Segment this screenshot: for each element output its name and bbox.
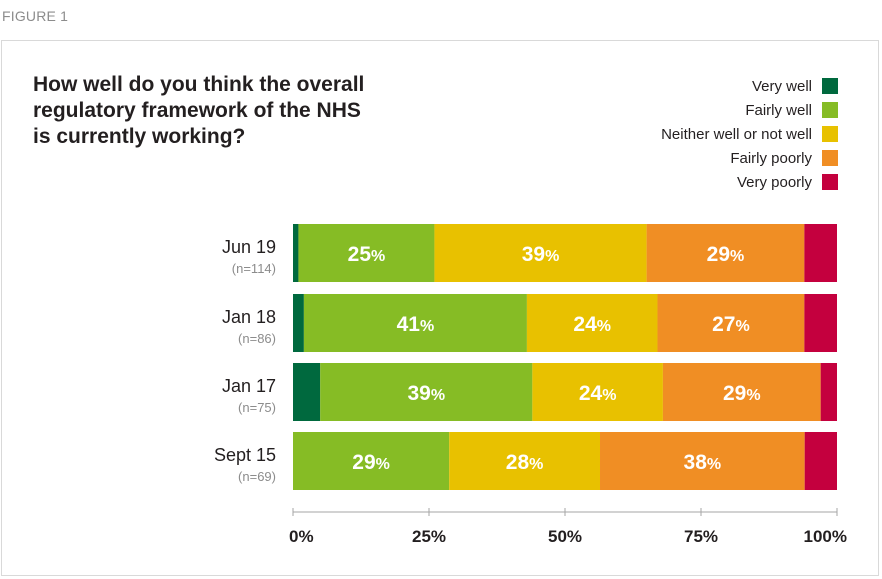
bar-segment xyxy=(303,294,527,352)
bar-segment xyxy=(657,294,805,352)
bar-segment xyxy=(320,363,533,421)
data-label: 38% xyxy=(684,451,722,474)
bar-segment xyxy=(434,224,647,282)
chart-title-line-2: regulatory framework of the NHS xyxy=(33,99,361,122)
sample-size-label: (n=86) xyxy=(238,331,276,346)
bar-segment xyxy=(804,432,837,490)
category-label: Jan 18 xyxy=(222,307,276,327)
sample-size-label: (n=114) xyxy=(232,261,276,276)
chart-title-line-1: How well do you think the overall xyxy=(33,73,365,96)
category-label: Jan 17 xyxy=(222,376,276,396)
x-tick-label: 0% xyxy=(289,527,314,546)
data-label: 24% xyxy=(573,313,611,336)
data-label: 27% xyxy=(712,313,750,336)
figure-label: FIGURE 1 xyxy=(2,8,69,24)
sample-size-label: (n=69) xyxy=(238,469,276,484)
legend-label: Fairly well xyxy=(745,101,812,119)
legend-item: Very well xyxy=(661,74,838,98)
legend-label: Very poorly xyxy=(736,173,812,191)
category-label: Jun 19 xyxy=(222,237,276,257)
data-label: 29% xyxy=(352,451,390,474)
chart-title-line-3: is currently working? xyxy=(33,125,246,148)
figure-frame xyxy=(1,40,879,576)
legend-item: Fairly poorly xyxy=(661,146,838,170)
legend-item: Neither well or not well xyxy=(661,122,838,146)
bar-segment xyxy=(646,224,805,282)
bar-segment xyxy=(820,363,837,421)
data-label: 29% xyxy=(707,243,745,266)
bar-segment xyxy=(293,432,450,490)
bar-segment xyxy=(293,294,304,352)
chart-legend: Very well Fairly well Neither well or not … xyxy=(661,74,838,194)
data-label: 29% xyxy=(723,382,761,405)
legend-item: Fairly well xyxy=(661,98,838,122)
x-tick-label: 75% xyxy=(684,527,718,546)
data-label: 24% xyxy=(579,382,617,405)
bar-segment xyxy=(298,224,435,282)
legend-label: Neither well or not well xyxy=(661,125,812,143)
x-tick-label: 50% xyxy=(548,527,582,546)
data-label: 41% xyxy=(397,313,435,336)
x-tick-label: 100% xyxy=(804,527,847,546)
data-label: 39% xyxy=(522,243,560,266)
bar-segment xyxy=(600,432,805,490)
legend-swatch xyxy=(822,78,838,94)
bar-segment xyxy=(293,363,321,421)
bar-segment xyxy=(804,294,837,352)
bar-segment xyxy=(532,363,663,421)
sample-size-label: (n=75) xyxy=(238,400,276,415)
legend-swatch xyxy=(822,174,838,190)
legend-label: Fairly poorly xyxy=(730,149,812,167)
legend-label: Very well xyxy=(751,77,812,95)
bar-segment xyxy=(662,363,821,421)
bar-segment xyxy=(449,432,601,490)
category-label: Sept 15 xyxy=(214,445,276,465)
bar-segment xyxy=(526,294,658,352)
data-label: 39% xyxy=(407,382,445,405)
legend-item: Very poorly xyxy=(661,170,838,194)
bar-segment xyxy=(293,224,299,282)
bar-segment xyxy=(804,224,837,282)
legend-swatch xyxy=(822,102,838,118)
x-tick-label: 25% xyxy=(412,527,446,546)
data-label: 25% xyxy=(348,243,386,266)
data-label: 28% xyxy=(506,451,544,474)
chart-title: How well do you think the overall regula… xyxy=(33,72,433,150)
legend-swatch xyxy=(822,126,838,142)
legend-swatch xyxy=(822,150,838,166)
